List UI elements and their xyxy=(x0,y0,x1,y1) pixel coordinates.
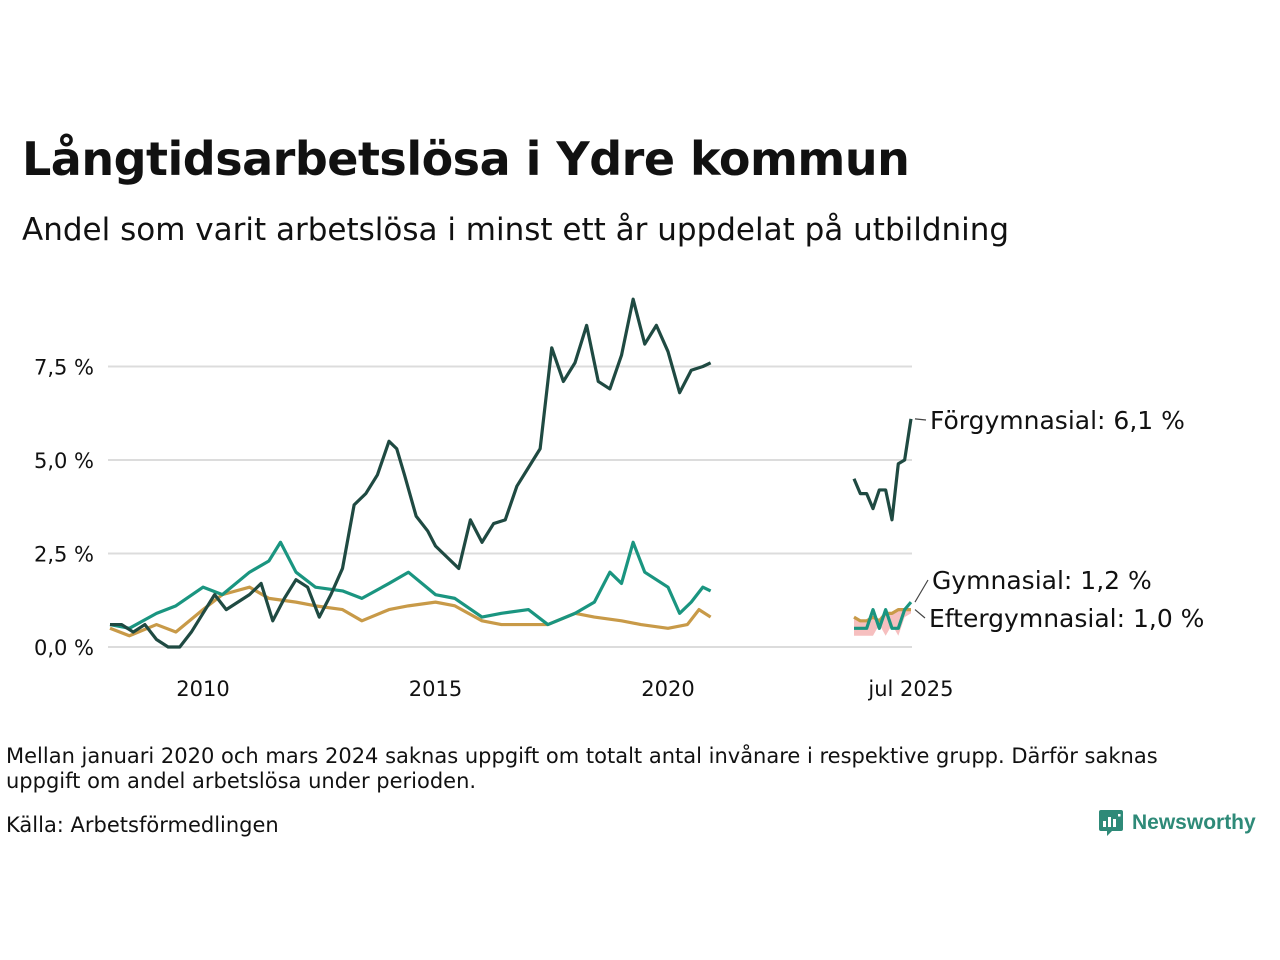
y-tick-label: 0,0 % xyxy=(34,636,94,660)
series-line-forgymnasial-early xyxy=(110,297,712,649)
chart-subtitle: Andel som varit arbetslösa i minst ett å… xyxy=(22,212,1010,248)
axis-and-end-labels: 0,0 % 2,5 % 5,0 % 7,5 % 2010 2015 2020 jul 2025… xyxy=(34,356,1204,702)
x-tick-label: 2010 xyxy=(176,677,229,701)
y-tick-label: 2,5 % xyxy=(34,543,94,567)
chart-note: Mellan januari 2020 och mars 2024 saknas… xyxy=(6,744,1158,793)
series-lines xyxy=(109,297,913,649)
newsworthy-logo-text: Newsworthy xyxy=(1132,811,1256,834)
x-tick-label: 2015 xyxy=(409,677,462,701)
y-tick-label: 7,5 % xyxy=(34,356,94,380)
series-line-gymnasial-recent xyxy=(854,601,913,630)
series-line-gymnasial-early xyxy=(109,540,712,630)
end-label-leader xyxy=(914,579,929,603)
chart-title: Långtidsarbetslösa i Ydre kommun xyxy=(22,132,910,186)
source-credit: Källa: Arbetsförmedlingen xyxy=(6,813,279,837)
end-label-eftergymnasial: Eftergymnasial: 1,0 % xyxy=(929,604,1204,633)
end-label-leader xyxy=(914,418,927,421)
end-label-leader xyxy=(914,609,926,619)
series-line-eftergymnasial-early xyxy=(109,585,712,638)
line-chart: 0,0 % 2,5 % 5,0 % 7,5 % 2010 2015 2020 jul 2025… xyxy=(34,297,1204,702)
newsworthy-logo-icon xyxy=(1099,810,1123,836)
y-tick-label: 5,0 % xyxy=(34,449,94,473)
x-tick-label: 2020 xyxy=(641,677,694,701)
gridlines xyxy=(108,365,912,648)
end-label-gymnasial: Gymnasial: 1,2 % xyxy=(932,566,1152,595)
newsworthy-logo: Newsworthy xyxy=(1098,808,1256,838)
end-label-forgymnasial: Förgymnasial: 6,1 % xyxy=(930,406,1185,435)
series-line-forgymnasial-recent xyxy=(852,418,913,522)
x-tick-label: jul 2025 xyxy=(867,677,953,701)
